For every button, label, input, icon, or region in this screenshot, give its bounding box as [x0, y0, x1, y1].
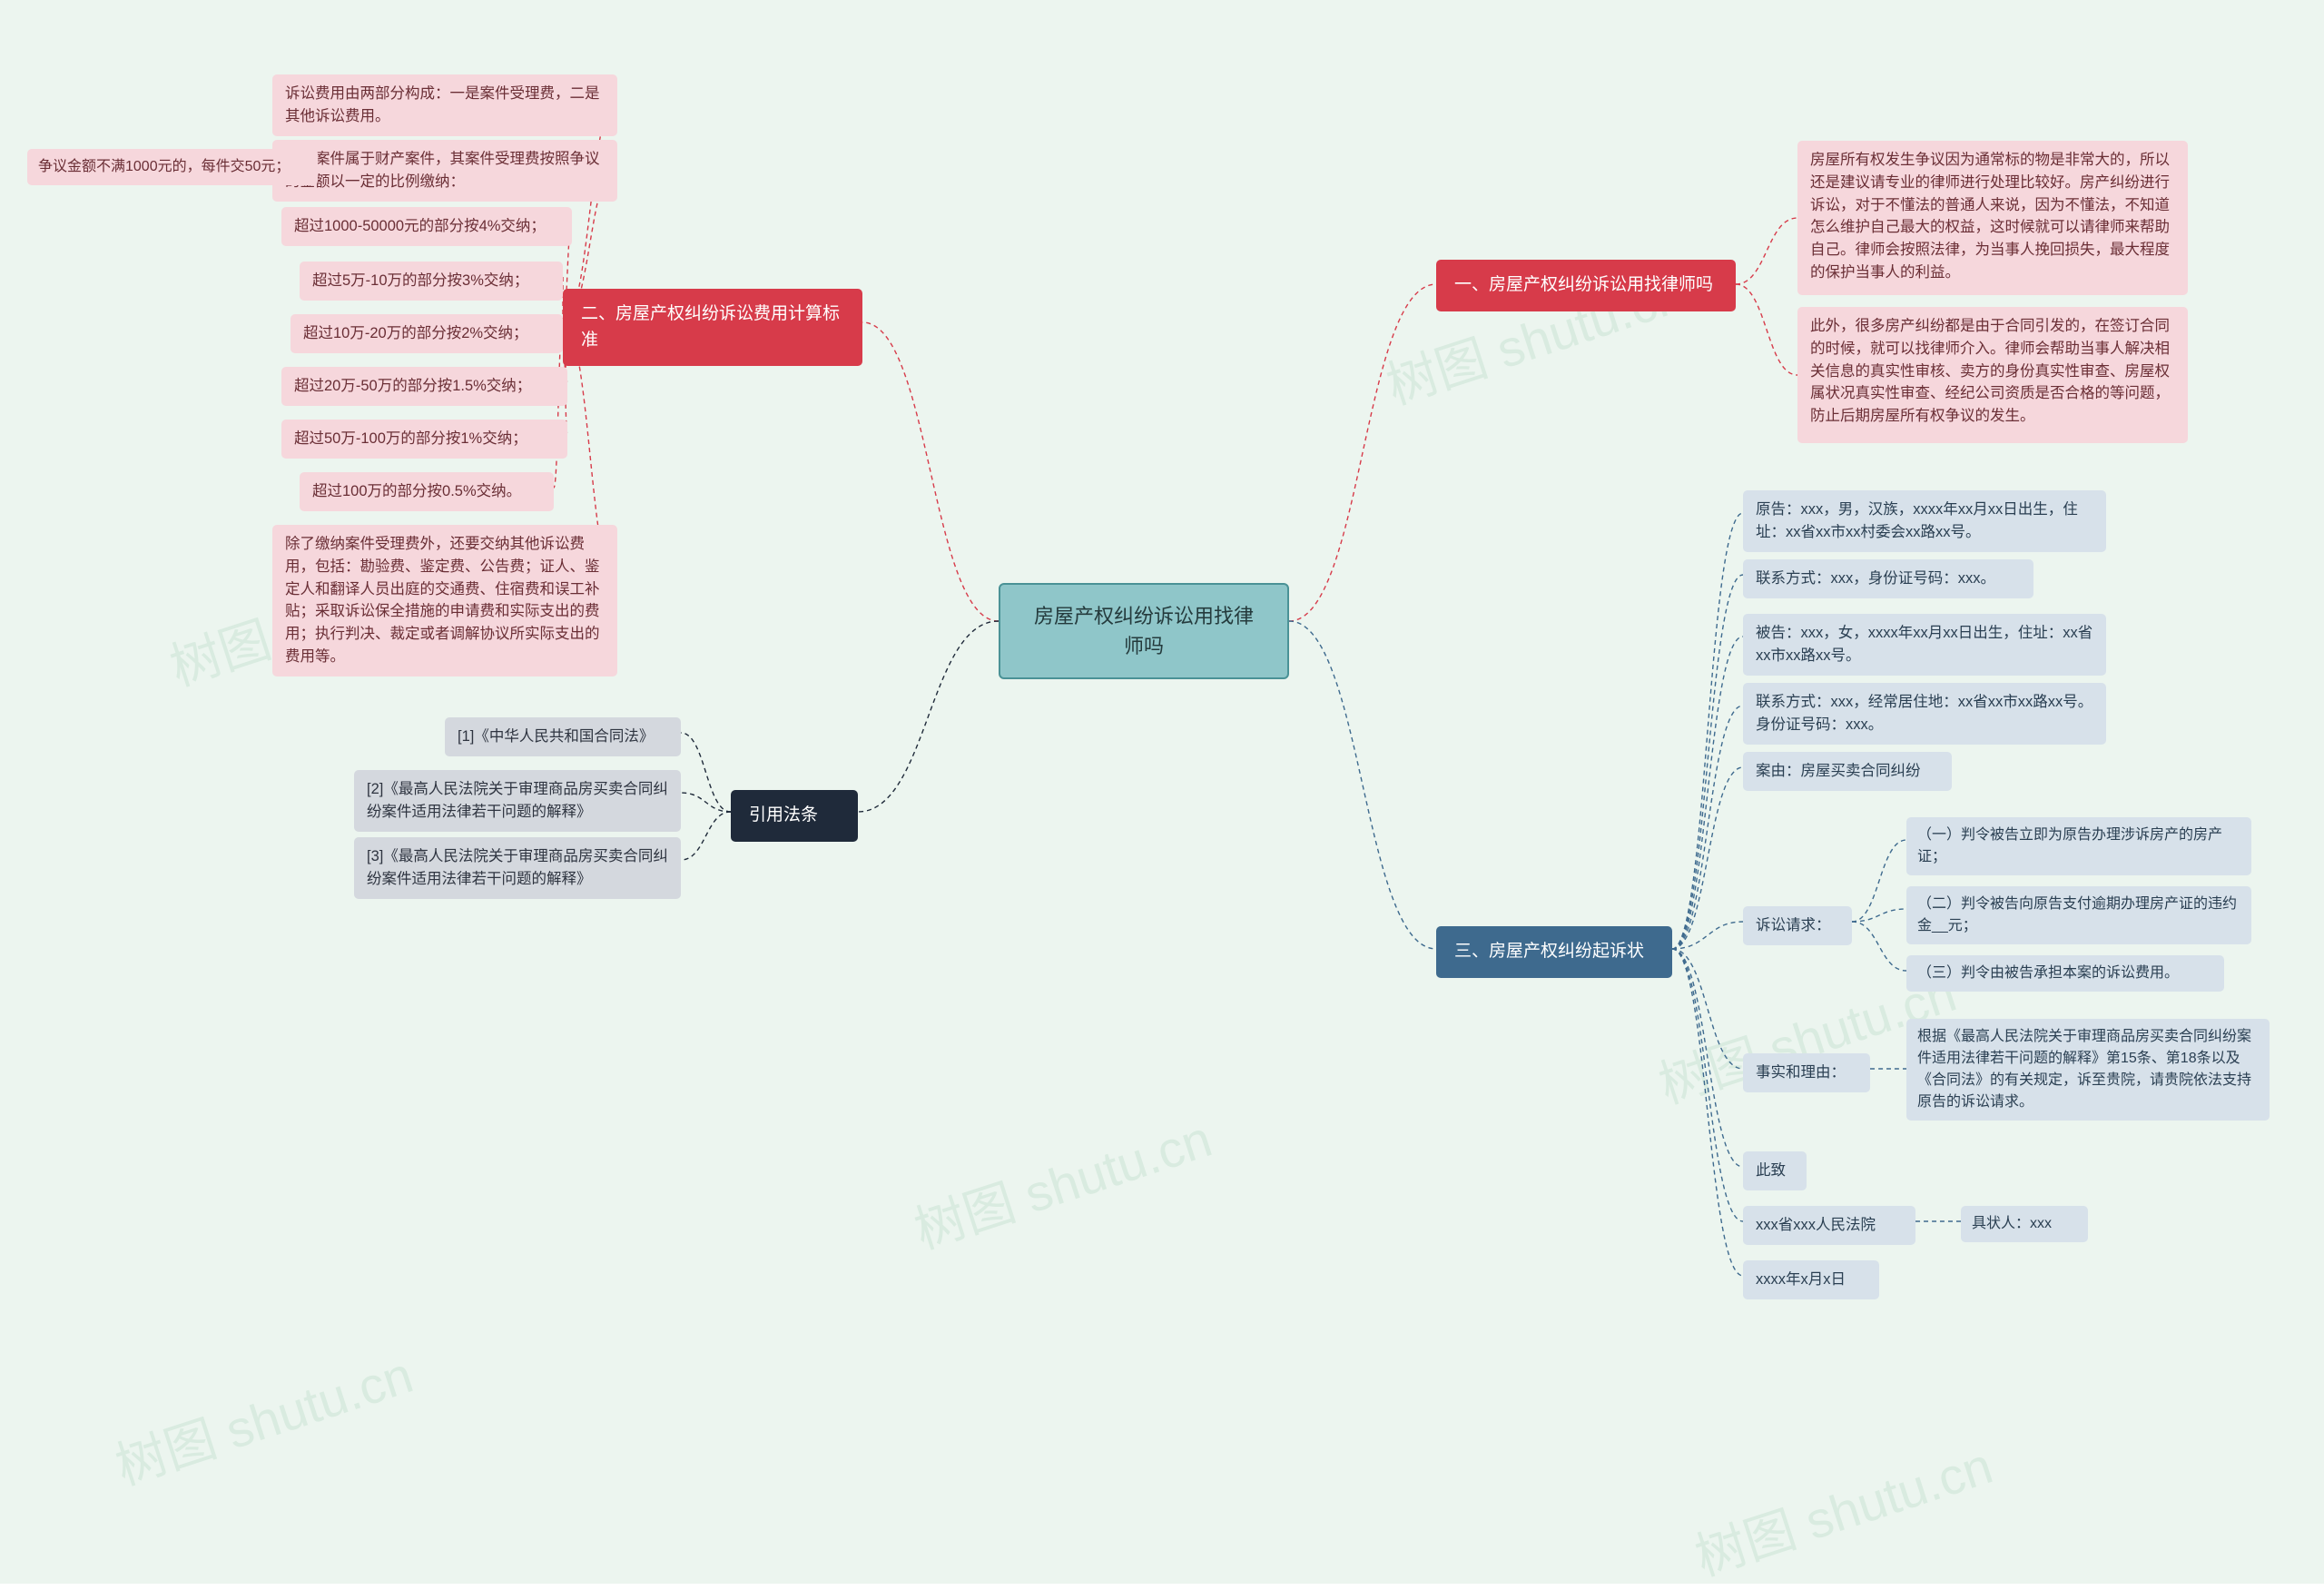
leaf-node: 事实和理由：: [1743, 1053, 1870, 1092]
mindmap-canvas: 树图 shutu.cn树图 shutu.cn树图 shutu.cn树图 shut…: [0, 0, 2324, 1584]
leaf-node: 房屋所有权发生争议因为通常标的物是非常大的，所以还是建议请专业的律师进行处理比较…: [1797, 141, 2188, 295]
leaf-node: 原告：xxx，男，汉族，xxxx年xx月xx日出生，住址：xx省xx市xx村委会…: [1743, 490, 2106, 552]
leaf-node: xxx省xxx人民法院: [1743, 1206, 1915, 1245]
leaf-node: 此外，很多房产纠纷都是由于合同引发的，在签订合同的时候，就可以找律师介入。律师会…: [1797, 307, 2188, 443]
leaf-node: 超过5万-10万的部分按3%交纳；: [300, 262, 563, 301]
leaf-node: 超过50万-100万的部分按1%交纳；: [281, 420, 567, 459]
branch-node: 引用法条: [731, 790, 858, 842]
sub-node: （二）判令被告向原告支付逾期办理房产证的违约金__元；: [1906, 886, 2251, 944]
leaf-node: 超过1000-50000元的部分按4%交纳；: [281, 207, 572, 246]
branch-node: 一、房屋产权纠纷诉讼用找律师吗: [1436, 260, 1736, 311]
leaf-node: 联系方式：xxx，经常居住地：xx省xx市xx路xx号。身份证号码：xxx。: [1743, 683, 2106, 745]
watermark: 树图 shutu.cn: [904, 1099, 1220, 1264]
leaf-node: [3]《最高人民法院关于审理商品房买卖合同纠纷案件适用法律若干问题的解释》: [354, 837, 681, 899]
sub-node: 争议金额不满1000元的，每件交50元；: [27, 149, 318, 185]
leaf-node: [1]《中华人民共和国合同法》: [445, 717, 681, 756]
sub-node: 具状人：xxx: [1961, 1206, 2088, 1242]
leaf-node: 超过10万-20万的部分按2%交纳；: [290, 314, 563, 353]
leaf-node: 诉讼费用由两部分构成：一是案件受理费，二是其他诉讼费用。: [272, 74, 617, 136]
leaf-node: 此致: [1743, 1151, 1807, 1190]
branch-node: 二、房屋产权纠纷诉讼费用计算标 准: [563, 289, 862, 366]
leaf-node: xxxx年x月x日: [1743, 1260, 1879, 1299]
leaf-node: 诉讼请求：: [1743, 906, 1852, 945]
leaf-node: 超过100万的部分按0.5%交纳。: [300, 472, 554, 511]
leaf-node: 房产案件属于财产案件，其案件受理费按照争议的金额以一定的比例缴纳：: [272, 140, 617, 202]
root-node: 房屋产权纠纷诉讼用找律 师吗: [999, 583, 1289, 679]
sub-node: （三）判令由被告承担本案的诉讼费用。: [1906, 955, 2224, 992]
watermark: 树图 shutu.cn: [105, 1335, 421, 1500]
sub-node: （一）判令被告立即为原告办理涉诉房产的房产证；: [1906, 817, 2251, 875]
leaf-node: 被告：xxx，女，xxxx年xx月xx日出生，住址：xx省xx市xx路xx号。: [1743, 614, 2106, 676]
sub-node: 根据《最高人民法院关于审理商品房买卖合同纠纷案件适用法律若干问题的解释》第15条…: [1906, 1019, 2270, 1121]
leaf-node: 除了缴纳案件受理费外，还要交纳其他诉讼费用，包括：勘验费、鉴定费、公告费；证人、…: [272, 525, 617, 676]
branch-node: 三、房屋产权纠纷起诉状: [1436, 926, 1672, 978]
leaf-node: 超过20万-50万的部分按1.5%交纳；: [281, 367, 567, 406]
leaf-node: 案由：房屋买卖合同纠纷: [1743, 752, 1952, 791]
watermark: 树图 shutu.cn: [1685, 1426, 2001, 1590]
leaf-node: 联系方式：xxx，身份证号码：xxx。: [1743, 559, 2034, 598]
leaf-node: [2]《最高人民法院关于审理商品房买卖合同纠纷案件适用法律若干问题的解释》: [354, 770, 681, 832]
